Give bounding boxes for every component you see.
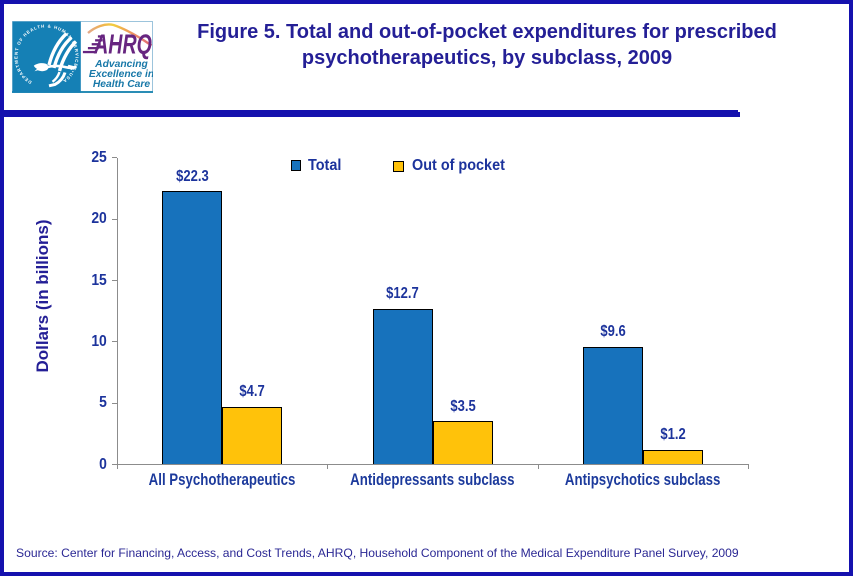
svg-text:Health Care: Health Care bbox=[92, 79, 149, 90]
svg-text:Excellence in: Excellence in bbox=[88, 69, 152, 80]
svg-text:AHRQ: AHRQ bbox=[93, 29, 152, 60]
svg-text:Advancing: Advancing bbox=[94, 59, 148, 70]
